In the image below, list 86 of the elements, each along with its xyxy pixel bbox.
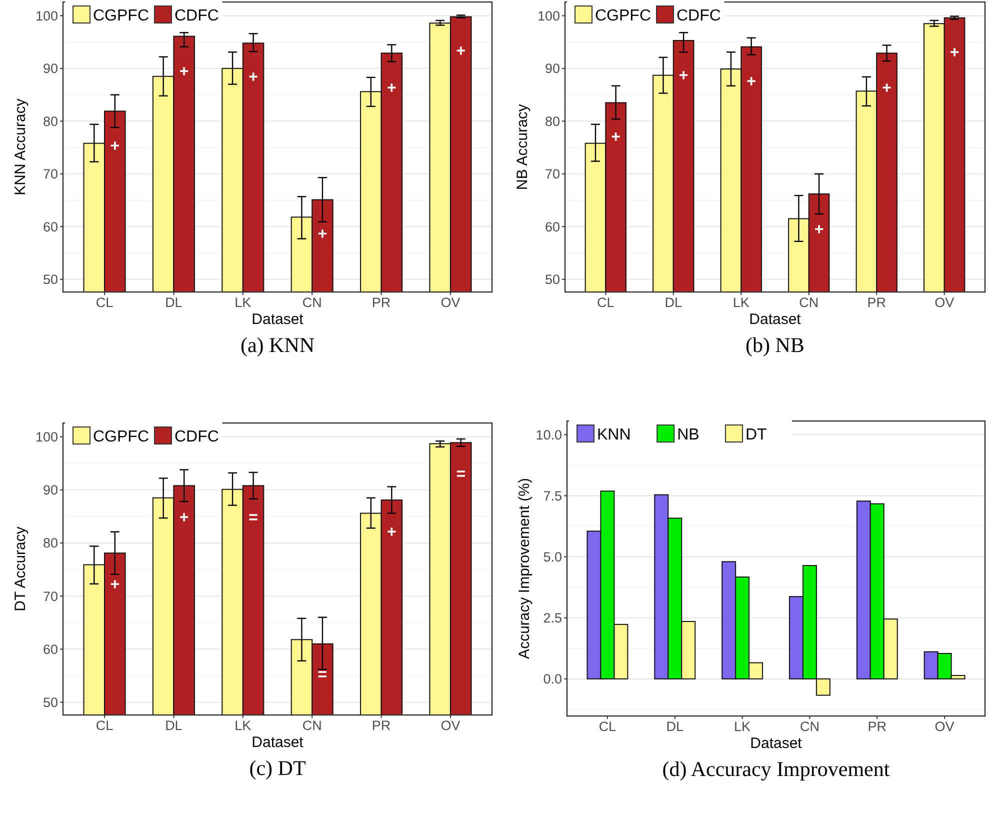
annotation: + [746,74,756,91]
y-axis-title: NB Accuracy [514,104,531,190]
y-tick-label: 90 [544,61,560,76]
legend-label: CDFC [174,8,219,25]
x-tick-label: CL [598,719,617,734]
x-tick-label: CN [302,718,322,733]
y-tick-label: 60 [544,219,560,234]
y-tick-label: 90 [42,61,58,76]
text: (c) DT [249,756,306,780]
x-tick-label: OV [934,719,954,734]
annotation: + [179,510,189,527]
y-axis-title: Accuracy Improvement (%) [516,478,533,659]
x-tick-label: CN [800,719,820,734]
x-tick-label: CN [302,295,322,310]
annotation: + [814,221,824,238]
x-tick-label: CL [96,718,114,733]
annotation: + [110,576,120,594]
legend-label: KNN [597,426,631,444]
y-axis-title: KNN Accuracy [12,98,29,196]
legend-label: CGPFC [93,8,149,25]
annotation: + [386,80,396,98]
annotation: + [248,68,258,86]
y-tick-label: 100 [537,8,560,24]
y-tick-label: 70 [544,166,560,182]
y-tick-label: 50 [42,272,58,288]
x-tick-label: DL [664,295,683,310]
legend-label: CGPFC [595,8,651,25]
annotation: = [456,466,466,484]
x-tick-label: CL [96,295,114,310]
x-tick-label: LK [732,295,750,310]
annotation: + [179,64,189,81]
annotation: + [386,524,396,541]
x-axis-title: Dataset [252,311,304,328]
legend-label: CDFC [676,8,721,25]
legend-label: DT [746,426,768,444]
annotation: + [611,129,620,146]
y-tick-label: 60 [42,219,58,234]
x-tick-label: OV [440,718,460,733]
annotation: = [248,510,258,527]
y-tick-label: 70 [42,166,58,182]
text: (b) NB [746,333,804,357]
annotation: + [456,43,466,60]
y-tick-label: 10.0 [536,427,562,442]
x-tick-label: PR [867,295,886,310]
annotation: = [318,666,328,684]
text: (d) Accuracy Improvement [662,757,890,781]
y-tick-label: 100 [35,430,58,445]
x-axis-title: Dataset [749,311,802,328]
y-tick-label: 80 [42,536,58,551]
x-axis-title: Dataset [750,735,803,752]
x-tick-label: OV [934,295,954,310]
annotation: + [678,67,688,84]
annotation: + [318,226,328,244]
y-tick-label: 100 [35,8,58,24]
legend-label: CDFC [174,428,219,446]
y-tick-label: 50 [42,694,58,710]
x-axis-title: Dataset [252,734,304,751]
x-tick-label: LK [234,295,252,310]
y-tick-label: 80 [544,114,560,129]
y-tick-label: 60 [42,642,58,657]
x-tick-label: DL [165,295,183,310]
annotation: + [950,44,960,62]
x-tick-label: CN [799,295,819,310]
text: (a) KNN [240,333,315,357]
legend-label: CGPFC [93,428,149,446]
y-tick-label: 5.0 [543,550,562,565]
annotation: + [110,138,120,156]
x-tick-label: PR [372,718,391,733]
y-axis-title: DT Accuracy [12,526,29,612]
x-tick-label: OV [440,295,460,310]
x-tick-label: CL [597,295,615,310]
x-tick-label: DL [666,719,684,734]
y-tick-label: 80 [42,114,58,129]
y-tick-label: 2.5 [543,610,562,626]
y-tick-label: 70 [42,588,58,604]
y-tick-label: 0.0 [543,672,562,687]
x-tick-label: LK [234,718,252,733]
x-tick-label: PR [868,719,887,734]
y-tick-label: 7.5 [543,488,562,504]
y-tick-label: 90 [42,482,58,498]
x-tick-label: DL [165,718,183,733]
x-tick-label: PR [372,295,391,310]
x-tick-label: LK [734,719,751,734]
annotation: + [882,80,892,98]
legend-label: NB [677,426,700,444]
y-tick-label: 50 [544,272,560,288]
